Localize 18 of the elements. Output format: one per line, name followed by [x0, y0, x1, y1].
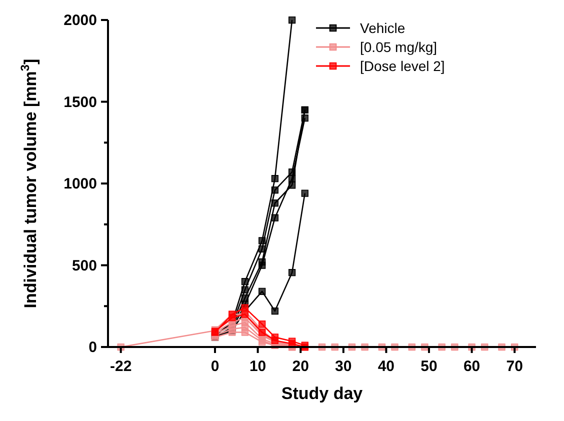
x-tick-label: 50 [420, 358, 438, 375]
x-tick-label: -22 [110, 358, 132, 375]
x-axis-title: Study day [281, 384, 364, 403]
legend-label: [0.05 mg/kg] [360, 39, 438, 55]
y-tick-label: 2000 [64, 12, 97, 29]
legend-label: Vehicle [360, 20, 406, 36]
x-tick-label: 30 [335, 358, 352, 375]
x-tick-label: 70 [506, 358, 523, 375]
y-tick-label: 0 [88, 339, 97, 356]
x-tick-label: 20 [292, 358, 309, 375]
x-tick-label: 10 [249, 358, 266, 375]
x-tick-label: 40 [378, 358, 395, 375]
x-tick-label: 60 [463, 358, 480, 375]
y-tick-label: 1500 [64, 94, 97, 111]
y-tick-label: 1000 [64, 176, 97, 192]
x-tick-label: 0 [210, 358, 220, 375]
legend-label: [Dose level 2] [360, 58, 445, 74]
y-tick-label: 500 [72, 257, 97, 274]
